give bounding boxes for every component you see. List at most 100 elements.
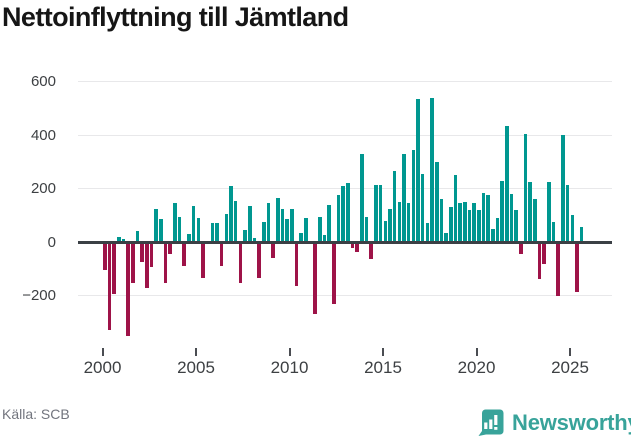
bar-q64: [402, 153, 406, 242]
bar-q27: [229, 185, 233, 242]
bar-q8: [140, 243, 144, 262]
x-tick-2020: [475, 348, 478, 356]
x-axis-label-2015: 2015: [364, 358, 402, 377]
bar-q89: [519, 243, 523, 254]
bar-q90: [523, 133, 528, 242]
bar-q100: [570, 215, 575, 242]
bar-q93: [537, 243, 542, 280]
bar-q32: [252, 237, 257, 242]
bar-q43: [304, 217, 308, 242]
bar-q56: [364, 216, 369, 242]
x-tick-2015: [382, 348, 384, 356]
newsworthy-logo: Newsworthy: [478, 409, 631, 436]
bar-q3: [117, 236, 121, 242]
bar-q28: [233, 200, 238, 242]
bar-q76: [458, 203, 462, 242]
x-axis-label-2005: 2005: [177, 358, 215, 377]
bar-q15: [173, 203, 177, 242]
bar-q57: [369, 243, 374, 260]
bar-q69: [425, 223, 430, 242]
bar-q29: [238, 243, 243, 284]
bar-q10: [149, 243, 154, 268]
bar-q87: [509, 193, 514, 242]
bar-q55: [360, 153, 364, 242]
bar-q88: [514, 209, 518, 242]
bar-q85: [500, 180, 504, 242]
gridline-600: [78, 81, 612, 83]
x-tick-2025: [569, 348, 571, 356]
bar-q77: [462, 201, 467, 242]
bar-q84: [495, 217, 500, 242]
bar-q17: [182, 243, 187, 266]
bar-q65: [406, 203, 411, 242]
bar-q48: [327, 204, 331, 242]
bar-q63: [397, 201, 402, 242]
bar-q59: [378, 184, 383, 242]
bar-q37: [275, 197, 280, 242]
bar-q31: [247, 205, 252, 242]
bar-q2: [112, 243, 116, 294]
bar-q21: [201, 243, 205, 278]
bar-q60: [383, 220, 388, 242]
y-axis-label--200: −200: [22, 286, 56, 304]
bar-q67: [416, 99, 420, 242]
bar-q36: [271, 243, 275, 258]
bar-q82: [486, 195, 490, 242]
bar-q86: [505, 125, 509, 242]
bar-q26: [224, 213, 229, 242]
bar-q11: [154, 208, 159, 242]
bar-q45: [313, 243, 317, 314]
bar-q71: [434, 161, 439, 242]
gridline-400: [78, 134, 612, 136]
bar-q61: [388, 208, 392, 242]
x-tick-2010: [288, 348, 291, 356]
bar-q0: [103, 243, 107, 270]
x-tick-2005: [195, 348, 197, 356]
bar-q98: [561, 135, 565, 242]
bar-q51: [341, 185, 346, 242]
bar-q47: [322, 235, 327, 242]
bar-q5: [126, 243, 130, 337]
bar-q40: [290, 208, 294, 242]
bar-q66: [411, 149, 416, 242]
bar-q6: [131, 243, 135, 284]
chart-title: Nettoinflyttning till Jämtland: [2, 2, 349, 32]
bar-q34: [261, 221, 266, 242]
bar-q46: [318, 216, 322, 242]
bar-q53: [350, 243, 355, 249]
bar-q9: [145, 243, 149, 289]
bar-q41: [294, 243, 299, 286]
gridline--200: [78, 294, 612, 296]
bar-q52: [346, 183, 350, 242]
bar-q68: [420, 173, 425, 242]
x-axis-label-2020: 2020: [457, 358, 496, 377]
bar-q75: [453, 175, 458, 242]
bar-q83: [491, 228, 495, 242]
bar-q19: [191, 205, 196, 242]
bar-q94: [542, 243, 547, 265]
bar-q62: [392, 171, 397, 242]
bar-q102: [579, 227, 584, 242]
bar-q33: [257, 243, 261, 278]
bar-q80: [477, 209, 481, 242]
bar-q38: [280, 208, 285, 242]
bar-q13: [163, 243, 168, 284]
bar-q39: [285, 219, 289, 242]
bar-q91: [528, 181, 533, 242]
bar-q20: [196, 217, 201, 242]
bar-q58: [374, 184, 378, 242]
bar-q74: [448, 207, 453, 242]
newsworthy-logo-text: Newsworthy: [512, 409, 631, 435]
bar-q12: [159, 219, 163, 242]
bar-q30: [243, 229, 247, 242]
bar-q1: [107, 243, 112, 330]
newsworthy-logo-icon: [478, 409, 504, 436]
bar-q24: [215, 223, 219, 242]
bar-q49: [332, 243, 336, 305]
bar-q72: [439, 199, 444, 242]
bar-q7: [135, 231, 140, 242]
y-axis-label-400: 400: [30, 126, 56, 144]
bar-q92: [533, 199, 537, 242]
bar-q42: [299, 232, 303, 242]
